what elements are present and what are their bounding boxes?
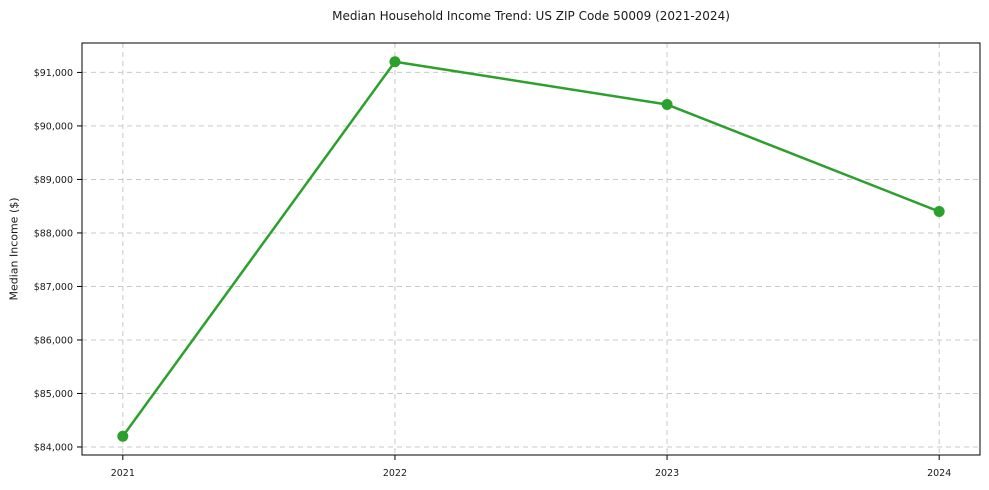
x-tick-label: 2022: [383, 468, 407, 479]
trend-line: [121, 60, 941, 438]
data-point-2022: [389, 56, 401, 68]
y-tick-label: $84,000: [34, 442, 73, 453]
y-tick-label: $88,000: [34, 228, 73, 239]
data-point-2021: [117, 430, 129, 442]
y-tick-label: $86,000: [34, 335, 73, 346]
chart-title: Median Household Income Trend: US ZIP Co…: [332, 9, 730, 23]
x-tick-label: 2024: [927, 468, 951, 479]
y-tick-label: $87,000: [34, 282, 73, 293]
y-tick-label: $91,000: [34, 68, 73, 79]
plot-border: [81, 42, 981, 456]
y-tick-label: $90,000: [34, 121, 73, 132]
y-tick-label: $89,000: [34, 175, 73, 186]
x-tick-label: 2021: [111, 468, 135, 479]
data-point-2024: [933, 206, 945, 218]
data-point-2023: [661, 99, 673, 111]
y-tick-label: $85,000: [34, 389, 73, 400]
x-tick-label: 2023: [655, 468, 679, 479]
